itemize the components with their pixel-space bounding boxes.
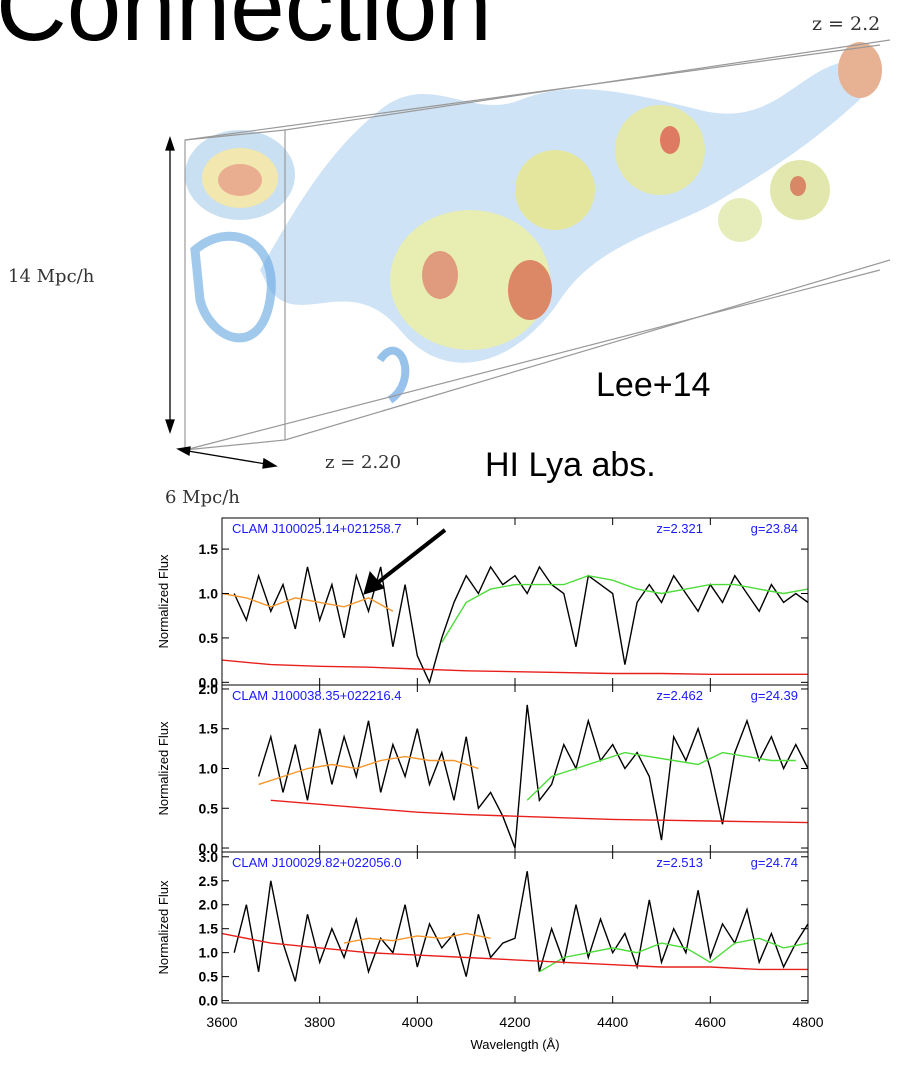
depth-label: 6 Mpc/h xyxy=(165,487,240,508)
spectrum-line xyxy=(222,932,808,971)
y-tick-label: 3.0 xyxy=(199,849,219,865)
y-tick-label: 2.0 xyxy=(199,681,219,697)
box-visualization xyxy=(165,39,891,469)
y-axis-label: Normalized Flux xyxy=(156,554,171,648)
x-tick-label: 3600 xyxy=(206,1014,237,1030)
spectrum-line xyxy=(343,932,491,944)
spectrum-line xyxy=(441,574,808,643)
spectrum-line xyxy=(222,659,808,675)
x-tick-label: 4800 xyxy=(792,1014,823,1030)
spectrum-line xyxy=(270,799,808,824)
plot-frame xyxy=(221,851,809,1004)
height-label: 14 Mpc/h xyxy=(8,266,95,287)
x-tick-label: 4600 xyxy=(695,1014,726,1030)
y-tick-label: 0.0 xyxy=(199,840,219,856)
x-tick-label: 4200 xyxy=(499,1014,530,1030)
y-tick-label: 0.0 xyxy=(199,674,219,690)
y-tick-label: 1.5 xyxy=(199,921,219,937)
annotation-arrow xyxy=(363,528,447,595)
spectrum-line xyxy=(526,751,796,801)
spectrum-line xyxy=(257,704,808,849)
arrow-label: HI Lya abs. xyxy=(485,446,656,484)
panel-annotation: CLAM J100025.14+021258.7 xyxy=(232,521,402,536)
y-tick-label: 1.0 xyxy=(199,945,219,961)
panel-annotation: CLAM J100029.82+022056.0 xyxy=(232,855,402,870)
panel-annotation: z=2.321 xyxy=(656,521,703,536)
redshift-label: z = 2.2 xyxy=(812,13,880,35)
panel-annotation: g=24.74 xyxy=(751,855,798,870)
y-tick-label: 1.0 xyxy=(199,586,219,602)
x-tick-label: 4000 xyxy=(402,1014,433,1030)
spectra: 0.0 0.5 1.0 1.5 CLAM J100025.14+021258.7 z=2.… xyxy=(156,517,824,1052)
y-tick-label: 2.5 xyxy=(199,873,219,889)
y-axis-label: Normalized Flux xyxy=(156,721,171,815)
x-tick-label: 4400 xyxy=(597,1014,628,1030)
spectrum-line xyxy=(539,937,808,973)
y-tick-label: 1.5 xyxy=(199,541,219,557)
panel-annotation: z=2.462 xyxy=(656,688,703,703)
y-tick-label: 1.5 xyxy=(199,721,219,737)
panel-annotation: CLAM J100038.35+022216.4 xyxy=(232,688,402,703)
x-axis-label: Wavelength (Å) xyxy=(470,1037,559,1052)
spectrum-line xyxy=(233,871,808,982)
panel-annotation: g=24.39 xyxy=(751,688,798,703)
y-axis-label: Normalized Flux xyxy=(156,880,171,974)
x-tick-label: 3800 xyxy=(304,1014,335,1030)
y-tick-label: 2.0 xyxy=(199,897,219,913)
y-tick-label: 0.5 xyxy=(199,630,219,646)
y-tick-label: 0.5 xyxy=(199,800,219,816)
y-tick-label: 0.0 xyxy=(199,993,219,1009)
y-tick-label: 1.0 xyxy=(199,761,219,777)
y-tick-label: 0.5 xyxy=(199,969,219,985)
spectrum-line xyxy=(258,755,479,786)
slide-title: Connection xyxy=(0,0,492,61)
credit-label: Lee+14 xyxy=(596,366,710,404)
panel-annotation: g=23.84 xyxy=(751,521,798,536)
spectrum-line xyxy=(222,592,394,612)
redshift-label: z = 2.20 xyxy=(325,452,401,473)
plot-frame xyxy=(221,517,809,686)
panel-annotation: z=2.513 xyxy=(656,855,703,870)
